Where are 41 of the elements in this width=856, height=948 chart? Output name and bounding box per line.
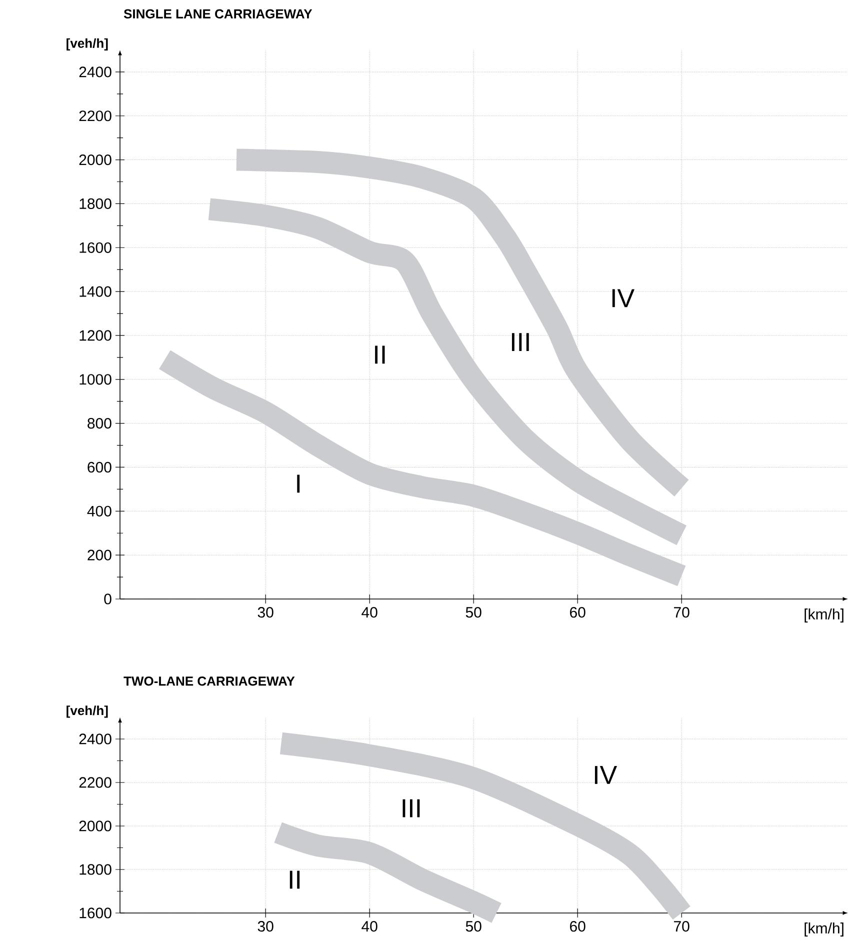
y-tick-label: 800 [88, 418, 112, 429]
chart-title: TWO-LANE CARRIAGEWAY [124, 676, 295, 686]
x-tick-label: 40 [362, 607, 378, 618]
x-tick-label: 60 [570, 921, 586, 932]
x-tick-label: 50 [466, 921, 482, 932]
chart-title: SINGLE LANE CARRIAGEWAY [124, 9, 312, 18]
x-tick-label: 40 [362, 921, 378, 932]
annotation: III [402, 799, 420, 818]
y-tick-label: 1800 [80, 198, 112, 210]
x-axis-title: [km/h] [804, 922, 844, 936]
y-tick-label: 400 [87, 506, 112, 516]
y-tick-label: 200 [88, 550, 112, 560]
annotation: II [290, 870, 300, 889]
x-tick-label: 70 [674, 921, 690, 932]
y-tick-label: 1600 [80, 908, 112, 918]
x-tick-label: 60 [570, 607, 586, 618]
x-tick-label: 50 [466, 607, 482, 618]
x-tick-label: 30 [258, 921, 274, 932]
y-tick-label: 1400 [80, 286, 112, 297]
y-tick-label: 2000 [79, 820, 112, 832]
x-tick-label: 30 [258, 607, 274, 618]
y-tick-label: 1600 [80, 242, 112, 253]
y-tick-label: 2400 [79, 66, 112, 78]
y-tick-label: 2200 [79, 110, 112, 122]
y-tick-label: 1200 [80, 330, 112, 341]
annotation: IV [594, 766, 618, 784]
x-axis-title: [km/h] [804, 608, 844, 622]
annotation: II [375, 346, 385, 364]
annotation: IV [612, 289, 634, 308]
y-tick-label: 1000 [80, 374, 112, 385]
y-tick-label: 1800 [80, 864, 112, 875]
y-tick-label: 2400 [79, 734, 112, 744]
y-axis-title: [veh/h] [66, 706, 108, 718]
y-tick-label: 2000 [79, 154, 112, 166]
y-tick-label: 2200 [79, 777, 112, 788]
annotation: I [297, 474, 300, 493]
y-axis-title: [veh/h] [66, 38, 108, 50]
y-tick-label: 0 [104, 594, 112, 604]
annotation: III [512, 333, 529, 352]
y-tick-label: 600 [88, 462, 112, 473]
x-tick-label: 70 [674, 607, 690, 618]
